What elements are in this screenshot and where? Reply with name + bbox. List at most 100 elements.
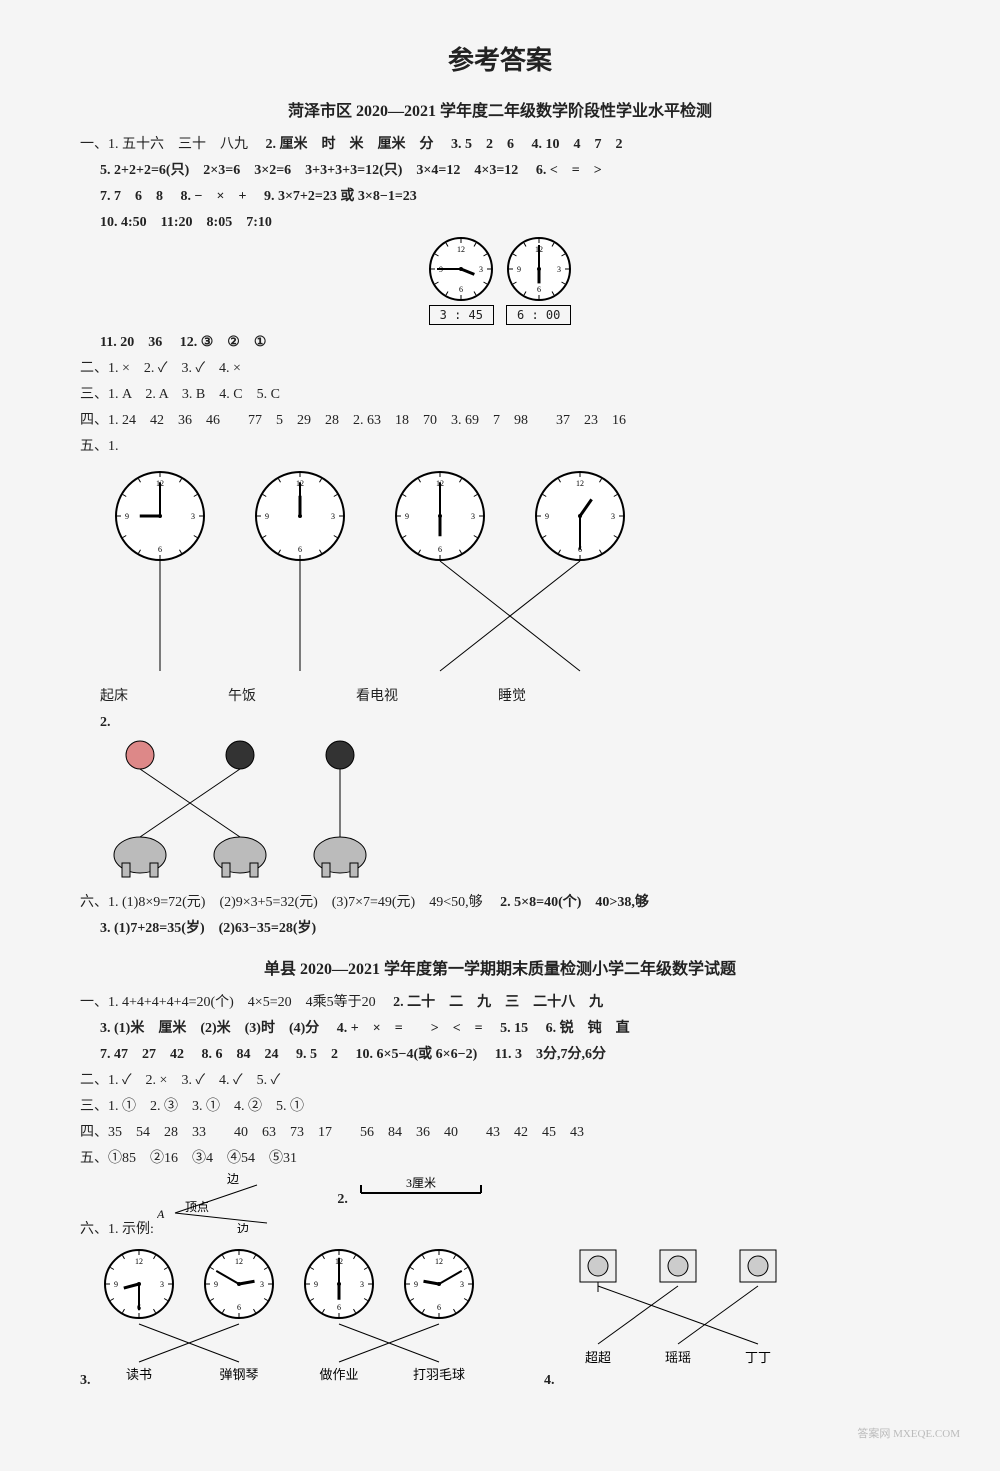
svg-text:9: 9 [214, 1280, 218, 1289]
t2-q6-1: 六、1. 示例: 边 A 顶点 边 [80, 1173, 277, 1238]
t1-q1-5: 5. 2+2+2=6(只) 2×3=6 3×2=6 3+3+3+3=12(只) … [100, 159, 940, 179]
t1-q6-3: 3. (1)7+28=35(岁) (2)63−35=28(岁) [100, 917, 940, 937]
t2-q1: 一、1. 4+4+4+4+4=20(个) 4×5=20 4乘5等于20 2. 二… [80, 991, 940, 1011]
svg-text:6: 6 [337, 1303, 341, 1312]
svg-text:丁丁: 丁丁 [745, 1350, 771, 1365]
txt: 11. 3 3分,7分,6分 [495, 1047, 606, 1062]
test1-title: 菏泽市区 2020—2021 学年度二年级数学阶段性学业水平检测 [60, 97, 940, 121]
txt: 4. 10 4 7 2 [532, 137, 623, 152]
svg-text:A: A [157, 1207, 165, 1221]
txt: 3. (1)米 厘米 (2)米 (3)时 (4)分 [100, 1021, 319, 1036]
svg-text:9: 9 [114, 1280, 118, 1289]
svg-text:3: 3 [331, 512, 335, 521]
txt: 3. (1)7+28=35(岁) (2)63−35=28(岁) [100, 921, 316, 936]
t1-q5-2-label: 2. [100, 715, 940, 731]
svg-text:做作业: 做作业 [319, 1367, 358, 1382]
t2-q6-4: 4. 超超 瑶瑶 丁丁 [544, 1244, 798, 1389]
txt: 2. 厘米 时 米 厘米 分 [266, 137, 434, 152]
angle-mid: 顶点 [185, 1200, 209, 1214]
t1-q6-1: 六、1. (1)8×9=72(元) (2)9×3+5=32(元) (3)7×7=… [80, 891, 940, 911]
svg-text:12: 12 [457, 245, 465, 254]
t1-q3: 三、1. A 2. A 3. B 4. C 5. C [80, 383, 940, 403]
txt: 4. + × = > < = [337, 1021, 483, 1036]
svg-text:9: 9 [414, 1280, 418, 1289]
svg-text:瑶瑶: 瑶瑶 [665, 1350, 691, 1365]
txt: 3. [80, 1373, 91, 1388]
svg-text:9: 9 [314, 1280, 318, 1289]
txt: 10. 6×5−4(或 6×6−2) [356, 1047, 478, 1062]
svg-text:9: 9 [517, 265, 521, 274]
svg-text:3: 3 [460, 1280, 464, 1289]
txt: 3. 5 2 6 [451, 137, 514, 152]
t1-q5-words: 起床午饭看电视睡觉 [100, 685, 940, 705]
txt: 4. [544, 1373, 555, 1388]
txt: 6. 锐 钝 直 [546, 1021, 630, 1036]
t2-q6-12-row: 六、1. 示例: 边 A 顶点 边 2. 3厘米 [80, 1173, 940, 1238]
svg-text:12: 12 [576, 479, 584, 488]
angle-bot: 边 [237, 1222, 249, 1233]
svg-text:9: 9 [265, 512, 269, 521]
svg-text:3: 3 [160, 1280, 164, 1289]
svg-text:6: 6 [459, 285, 463, 294]
svg-text:3: 3 [360, 1280, 364, 1289]
t2-q2: 二、1. ✓ 2. × 3. ✓ 4. ✓ 5. ✓ [80, 1069, 940, 1089]
svg-text:3: 3 [557, 265, 561, 274]
svg-text:6: 6 [158, 545, 162, 554]
txt: 2. [100, 715, 111, 730]
angle-diagram: 边 A 顶点 边 [157, 1173, 277, 1233]
svg-text:3: 3 [611, 512, 615, 521]
t1-q2: 二、1. × 2. ✓ 3. ✓ 4. × [80, 357, 940, 377]
t1-q1-10: 10. 4:50 11:20 8:05 7:10 [100, 211, 940, 231]
svg-text:打羽毛球: 打羽毛球 [413, 1367, 465, 1382]
t2-q6-34-row: 3. 12369 12369 12369 12369 读书弹钢琴做作业打羽毛球 … [80, 1244, 940, 1389]
txt: 9. 5 2 [296, 1047, 338, 1062]
t2-q4: 四、35 54 28 33 40 63 73 17 56 84 36 40 43… [80, 1121, 940, 1141]
svg-text:9: 9 [545, 512, 549, 521]
svg-text:3: 3 [260, 1280, 264, 1289]
txt: 5. 15 [500, 1021, 528, 1036]
t2-q3: 三、1. ① 2. ③ 3. ① 4. ② 5. ① [80, 1095, 940, 1115]
txt: 5. 2+2+2=6(只) 2×3=6 3×2=6 3+3+3+3=12(只) … [100, 163, 518, 178]
txt: 2. 5×8=40(个) 40>38,够 [500, 895, 649, 910]
angle-top: 边 [227, 1173, 239, 1186]
t2-q6-3: 3. 12369 12369 12369 12369 读书弹钢琴做作业打羽毛球 [80, 1244, 514, 1389]
txt: 8. 6 84 24 [202, 1047, 279, 1062]
txt: 10. 4:50 11:20 8:05 7:10 [100, 215, 272, 230]
svg-text:6: 6 [298, 545, 302, 554]
t1-q10-clocks: 12369 3 : 4512369 6 : 00 [60, 237, 940, 325]
txt: 11. 20 36 [100, 335, 162, 350]
svg-text:超超: 超超 [585, 1350, 611, 1365]
t1-q5-label: 五、1. [80, 435, 940, 455]
svg-text:9: 9 [405, 512, 409, 521]
txt: 6. < = > [536, 163, 602, 178]
watermark: 答案网 MXEQE.COM [857, 1425, 960, 1441]
t2-q6-4-diagram: 超超 瑶瑶 丁丁 [558, 1244, 798, 1384]
svg-text:3: 3 [471, 512, 475, 521]
t2-q1c: 7. 47 27 42 8. 6 84 24 9. 5 2 10. 6×5−4(… [100, 1043, 940, 1063]
txt: 六、1. (1)8×9=72(元) (2)9×3+5=32(元) (3)7×7=… [80, 895, 483, 910]
txt: 9. 3×7+2=23 或 3×8−1=23 [264, 189, 417, 204]
page-title: 参考答案 [60, 40, 940, 77]
svg-text:3: 3 [479, 265, 483, 274]
svg-text:9: 9 [125, 512, 129, 521]
txt: 六、1. 示例: [80, 1222, 154, 1237]
txt: 7. 7 6 8 [100, 189, 163, 204]
t1-q1-1112: 11. 20 36 12. ③ ② ① [100, 331, 940, 351]
svg-text:3: 3 [191, 512, 195, 521]
t1-q4: 四、1. 24 42 36 46 77 5 29 28 2. 63 18 70 … [80, 409, 940, 429]
txt: 12. ③ ② ① [180, 335, 267, 350]
svg-text:12: 12 [135, 1257, 143, 1266]
t2-q6-2: 2. 3厘米 [337, 1173, 501, 1208]
svg-text:3厘米: 3厘米 [406, 1176, 436, 1190]
t2-q5: 五、①85 ②16 ③4 ④54 ⑤31 [80, 1147, 940, 1167]
test2-title: 单县 2020—2021 学年度第一学期期末质量检测小学二年级数学试题 [60, 955, 940, 979]
txt: 一、1. 五十六 三十 八九 [80, 137, 248, 152]
t2-q1b: 3. (1)米 厘米 (2)米 (3)时 (4)分 4. + × = > < =… [100, 1017, 940, 1037]
svg-text:6: 6 [537, 285, 541, 294]
svg-text:12: 12 [235, 1257, 243, 1266]
svg-text:弹钢琴: 弹钢琴 [219, 1367, 258, 1382]
txt: 2. 二十 二 九 三 二十八 九 [393, 995, 603, 1010]
ruler-diagram: 3厘米 [351, 1173, 501, 1203]
txt: 8. − × + [181, 189, 247, 204]
svg-text:6: 6 [438, 545, 442, 554]
